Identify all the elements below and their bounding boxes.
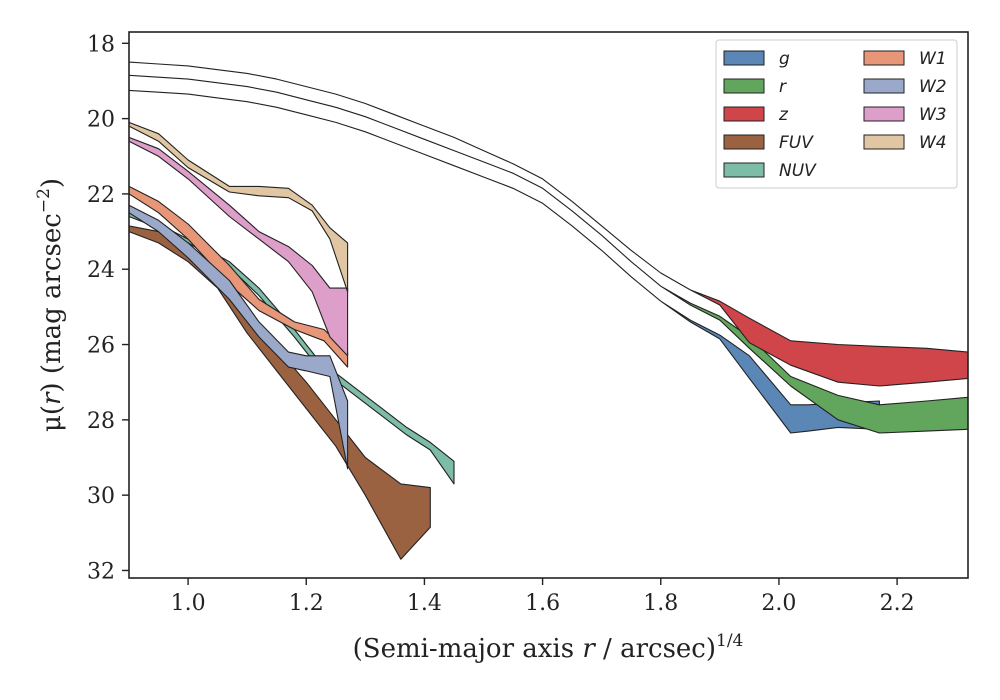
x-tick-label: 1.2 — [289, 591, 324, 616]
band-w1 — [129, 185, 349, 368]
ticks-layer: 1.0 1.2 1.4 1.6 1.8 2.0 2.2 18 20 22 24 26 28 30 32 — [87, 32, 915, 616]
band-w3 — [129, 136, 349, 357]
legend-swatch-g — [723, 50, 765, 66]
y-tick-label: 24 — [87, 258, 115, 283]
legend-swatch-fuv — [723, 134, 765, 150]
legend-label-r: r — [779, 77, 787, 97]
y-tick-label: 32 — [87, 559, 115, 584]
legend-swatch-r — [723, 78, 765, 94]
legend-label-w3: W3 — [919, 105, 947, 125]
y-axis-label: μ(r) (mag arcsec−2) — [34, 178, 67, 432]
x-tick-label: 2.0 — [761, 591, 796, 616]
legend-label-w2: W2 — [919, 77, 947, 97]
x-axis-label: (Semi-major axis r / arcsec)1/4 — [353, 631, 744, 664]
legend-swatch-w1 — [863, 50, 905, 66]
legend-label-w1: W1 — [919, 49, 947, 69]
y-tick-label: 28 — [87, 409, 115, 434]
y-tick-label: 20 — [87, 108, 115, 133]
legend-swatch-w2 — [863, 78, 905, 94]
legend-swatch-w4 — [863, 134, 905, 150]
band-z — [129, 61, 968, 387]
y-tick-label: 26 — [87, 334, 115, 359]
series-layer — [129, 61, 968, 560]
y-tick-label: 22 — [87, 183, 115, 208]
legend-label-w4: W4 — [919, 133, 947, 153]
y-tick-label: 18 — [87, 32, 115, 57]
x-tick-label: 1.0 — [171, 591, 206, 616]
band-w2 — [129, 204, 349, 470]
y-tick-label: 30 — [87, 484, 115, 509]
x-tick-label: 1.6 — [525, 591, 560, 616]
legend-swatch-nuv — [723, 162, 765, 178]
legend-label-fuv: FUV — [779, 133, 814, 153]
legend: grz FUV NUV W1 W2 W3 W4 — [715, 39, 958, 189]
plot-frame — [128, 31, 969, 579]
legend-box — [715, 39, 958, 189]
legend-label-nuv: NUV — [779, 161, 817, 181]
x-tick-label: 2.2 — [880, 591, 915, 616]
legend-swatch-z — [723, 106, 765, 122]
band-w4 — [129, 121, 349, 293]
legend-label-g: g — [779, 49, 790, 69]
legend-swatch-w3 — [863, 106, 905, 122]
x-tick-label: 1.4 — [407, 591, 442, 616]
x-tick-label: 1.8 — [643, 591, 678, 616]
band-r — [129, 74, 968, 434]
legend-label-z: z — [778, 105, 789, 125]
